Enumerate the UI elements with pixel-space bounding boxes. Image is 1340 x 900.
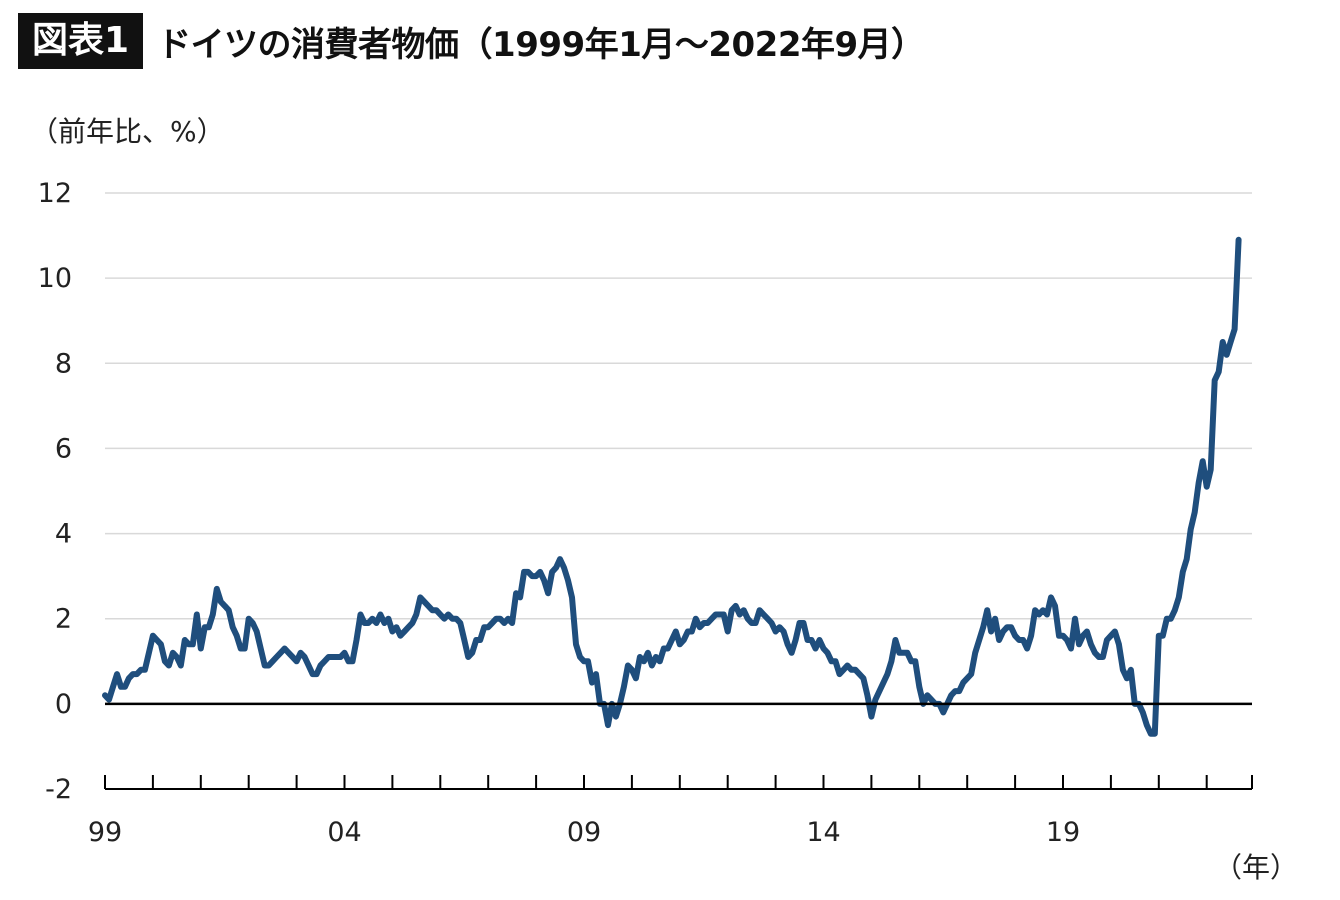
x-tick-label: 09 xyxy=(567,817,601,848)
y-axis-unit-label: （前年比、%） xyxy=(30,115,225,148)
y-tick-label: 12 xyxy=(38,178,72,209)
x-tick-label: 04 xyxy=(327,817,361,848)
x-axis-unit-label: （年） xyxy=(1213,851,1298,884)
y-tick-label: 6 xyxy=(55,433,72,464)
x-tick-label: 19 xyxy=(1046,817,1080,848)
x-tick-label: 99 xyxy=(88,817,122,848)
y-tick-label: 0 xyxy=(55,689,72,720)
cpi-series-line xyxy=(102,236,1242,737)
title-bar: 図表1 ドイツの消費者物価（1999年1月〜2022年9月） xyxy=(18,12,925,70)
y-tick-label: 10 xyxy=(38,263,72,294)
y-tick-label: 8 xyxy=(55,348,72,379)
chart-title: ドイツの消費者物価（1999年1月〜2022年9月） xyxy=(157,24,925,65)
x-tick-label: 14 xyxy=(806,817,840,848)
y-tick-label: 2 xyxy=(55,604,72,635)
y-tick-label: -2 xyxy=(45,774,72,805)
y-tick-label: 4 xyxy=(55,519,72,550)
figure-badge: 図表1 xyxy=(18,13,144,69)
